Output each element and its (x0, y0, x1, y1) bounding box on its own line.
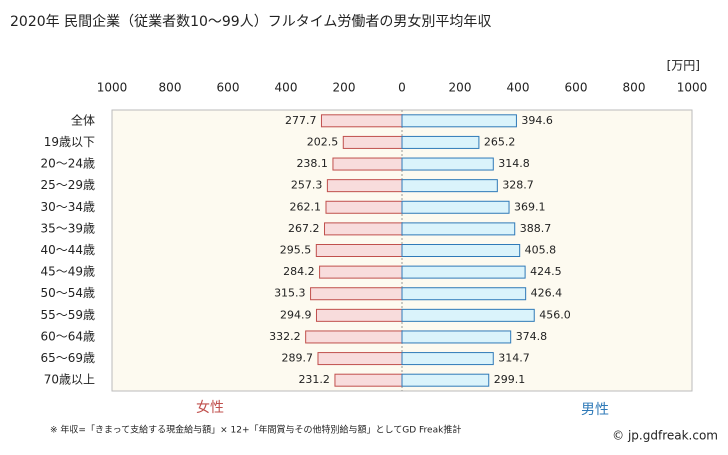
category-label: 30〜34歳 (40, 200, 95, 214)
bar (401, 157, 494, 171)
bar (332, 157, 403, 171)
value-label: 394.6 (521, 114, 553, 127)
value-label: 265.2 (484, 135, 515, 148)
value-label: 328.7 (502, 179, 534, 192)
bar (317, 352, 403, 366)
value-label: 267.2 (288, 222, 320, 235)
bar (334, 373, 403, 387)
bar (324, 222, 403, 236)
value-label: 294.9 (280, 308, 312, 321)
x-tick-label: 200 (333, 81, 356, 95)
x-tick-label: 800 (623, 81, 646, 95)
category-label: 19歳以下 (44, 135, 95, 149)
bar (401, 200, 510, 214)
value-label: 299.1 (494, 373, 526, 386)
value-label: 314.8 (498, 157, 530, 170)
x-tick-label: 400 (275, 81, 298, 95)
x-tick-label: 600 (565, 81, 588, 95)
value-label: 284.2 (283, 265, 315, 278)
bar (401, 222, 516, 236)
bar (310, 287, 403, 301)
category-label: 45〜49歳 (40, 265, 95, 279)
bar (401, 287, 527, 301)
value-label: 238.1 (296, 157, 328, 170)
x-tick-label: 200 (449, 81, 472, 95)
legend-label: 女性 (196, 399, 224, 416)
bar (401, 114, 517, 128)
x-tick-label: 1000 (677, 81, 708, 95)
x-tick-label: 0 (398, 81, 406, 95)
bar (305, 330, 403, 344)
value-label: 277.7 (285, 114, 317, 127)
bar (401, 244, 521, 257)
value-label: 369.1 (514, 200, 546, 213)
value-label: 231.2 (298, 373, 330, 386)
bar (325, 200, 403, 214)
value-label: 315.3 (274, 287, 306, 300)
category-label: 50〜54歳 (40, 286, 95, 300)
category-label: 65〜69歳 (40, 351, 95, 365)
value-label: 388.7 (520, 222, 552, 235)
bar (326, 179, 403, 193)
value-label: 456.0 (539, 308, 571, 321)
value-label: 262.1 (289, 200, 321, 213)
bar (320, 114, 403, 128)
category-label: 35〜39歳 (40, 221, 95, 235)
unit-label: [万円] (667, 59, 700, 73)
bar (401, 179, 498, 193)
value-label: 424.5 (530, 265, 562, 278)
x-tick-label: 1000 (97, 81, 128, 95)
category-label: 55〜59歳 (40, 308, 95, 322)
value-label: 257.3 (291, 179, 323, 192)
category-label: 60〜64歳 (40, 329, 95, 343)
x-tick-label: 600 (217, 81, 240, 95)
value-label: 332.2 (269, 330, 301, 343)
footnote: ※ 年収=「きまって支給する現金給与額」× 12+「年間賞与その他特別給与額」と… (50, 424, 461, 436)
bar (401, 308, 535, 322)
category-label: 25〜29歳 (40, 178, 95, 192)
value-label: 426.4 (531, 287, 563, 300)
value-label: 405.8 (525, 244, 557, 257)
value-label: 289.7 (281, 352, 313, 365)
category-label: 40〜44歳 (40, 243, 95, 257)
bar (319, 265, 403, 279)
value-label: 314.7 (498, 352, 530, 365)
value-label: 202.5 (307, 135, 339, 148)
bar (342, 135, 403, 149)
bar (401, 265, 526, 279)
category-label: 70歳以上 (44, 373, 95, 387)
source: © jp.gdfreak.com (612, 429, 718, 443)
bar (315, 244, 403, 257)
category-label: 20〜24歳 (40, 157, 95, 171)
chart-title: 2020年 民間企業（従業者数10〜99人）フルタイム労働者の男女別平均年収 (10, 13, 491, 30)
bar (401, 373, 490, 387)
category-label: 全体 (71, 112, 95, 127)
bar (401, 330, 512, 344)
x-tick-label: 400 (507, 81, 530, 95)
bar (315, 308, 403, 322)
bar (401, 135, 480, 149)
legend-label: 男性 (581, 402, 609, 418)
bar (401, 352, 494, 366)
value-label: 295.5 (280, 244, 312, 257)
x-tick-label: 800 (159, 81, 182, 95)
value-label: 374.8 (516, 330, 548, 343)
